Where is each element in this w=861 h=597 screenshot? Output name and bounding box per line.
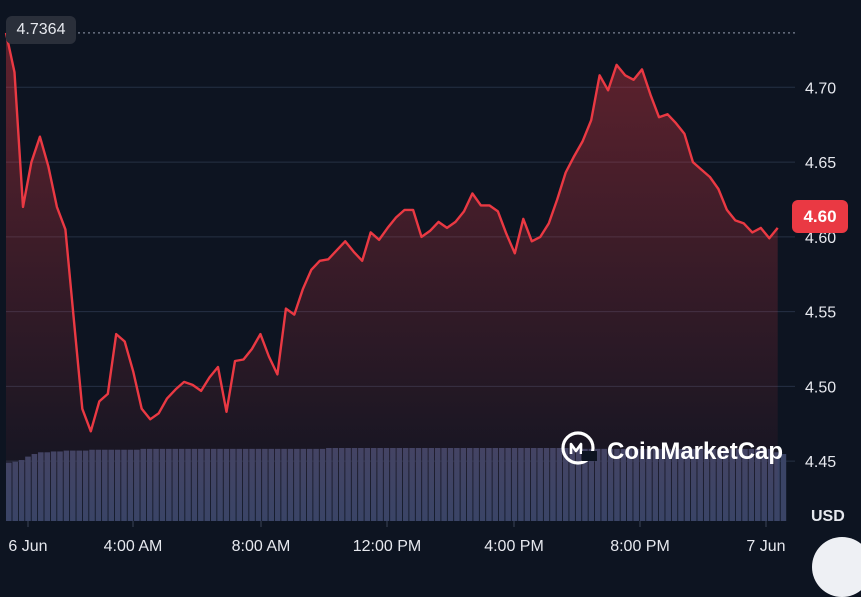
current-price-badge: 4.60 xyxy=(792,200,848,233)
price-line[interactable] xyxy=(4,32,779,433)
x-axis: 6 Jun 4:00 AM 8:00 AM 12:00 PM 4:00 PM 8:00 P… xyxy=(8,521,786,555)
x-tick-label: 4:00 AM xyxy=(104,538,163,555)
y-tick-label: 4.50 xyxy=(805,379,836,396)
x-tick-label: 4:00 PM xyxy=(484,538,544,555)
price-area xyxy=(6,32,778,522)
currency-unit: USD xyxy=(811,508,845,525)
coinmarketcap-watermark: CoinMarketCap xyxy=(561,431,783,465)
scroll-button[interactable] xyxy=(812,537,861,597)
x-tick-label: 7 Jun xyxy=(746,538,785,555)
y-tick-label: 4.70 xyxy=(805,80,836,97)
y-axis: 4.70 4.65 4.60 4.55 4.50 4.45 xyxy=(805,80,836,471)
y-tick-label: 4.65 xyxy=(805,155,836,172)
watermark-text: CoinMarketCap xyxy=(607,438,783,465)
x-tick-label: 6 Jun xyxy=(8,538,47,555)
x-tick-label: 8:00 AM xyxy=(232,538,291,555)
y-tick-label: 4.60 xyxy=(805,230,836,247)
coinmarketcap-logo-icon xyxy=(561,431,597,465)
x-tick-label: 12:00 PM xyxy=(353,538,421,555)
y-tick-label: 4.45 xyxy=(805,454,836,471)
x-tick-label: 8:00 PM xyxy=(610,538,670,555)
y-tick-label: 4.55 xyxy=(805,305,836,322)
volume-bar xyxy=(780,454,787,521)
price-chart[interactable]: 4.70 4.65 4.60 4.55 4.50 4.45 6 Jun 4:00 AM 8:0… xyxy=(0,0,861,559)
high-price-badge: 4.7364 xyxy=(6,16,76,44)
